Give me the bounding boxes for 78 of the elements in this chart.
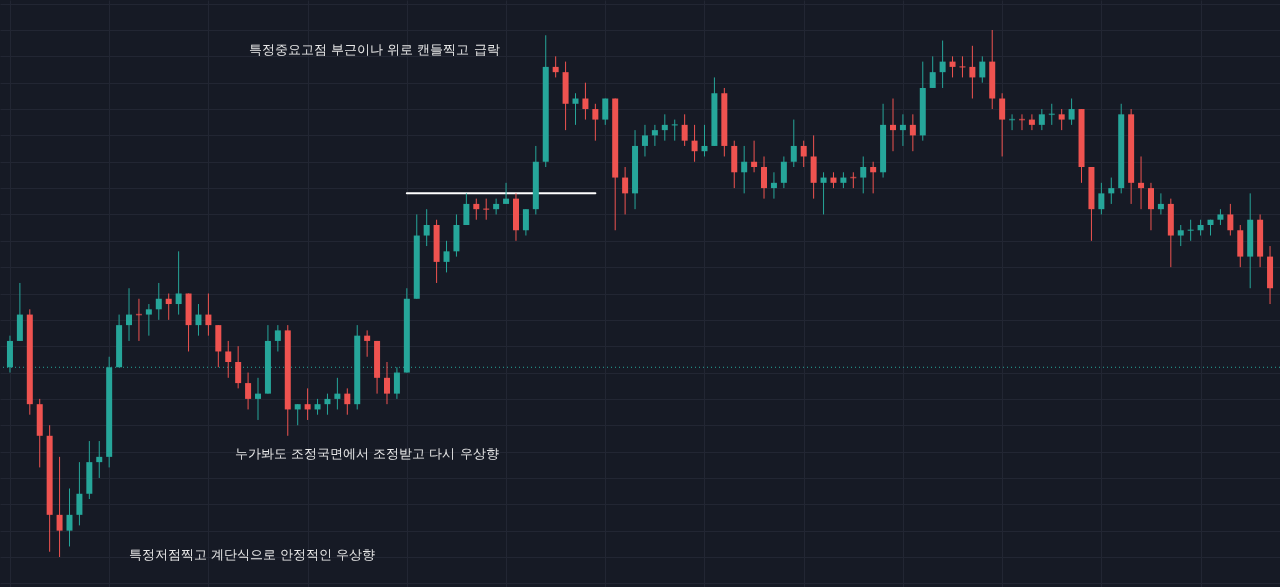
- candlestick: [592, 103, 599, 142]
- candlestick: [572, 92, 579, 126]
- candlestick: [205, 293, 212, 337]
- candlestick: [622, 166, 629, 215]
- candlestick: [751, 140, 758, 173]
- candlestick: [671, 119, 678, 142]
- candlestick: [155, 282, 162, 321]
- candlestick: [126, 287, 133, 342]
- candlestick: [522, 208, 529, 237]
- candlestick: [195, 303, 202, 337]
- candlestick: [701, 124, 708, 157]
- candlestick: [641, 124, 648, 157]
- candlestick: [383, 361, 390, 405]
- candlestick: [334, 377, 341, 410]
- candlestick: [661, 113, 668, 142]
- candlestick: [423, 208, 430, 247]
- candlestick: [1058, 108, 1065, 131]
- candlestick: [741, 145, 748, 194]
- candlestick: [770, 171, 777, 200]
- candlestick: [274, 324, 281, 352]
- candlestick: [909, 113, 916, 152]
- candlestick: [324, 393, 331, 416]
- candlestick: [691, 124, 698, 163]
- candlestick: [165, 293, 172, 321]
- candlestick: [870, 161, 877, 194]
- candlestick: [552, 55, 559, 78]
- candlestick: [780, 155, 787, 189]
- candlestick: [1098, 182, 1105, 215]
- candlestick: [364, 329, 371, 358]
- candlestick: [76, 461, 83, 526]
- candlestick: [66, 487, 73, 547]
- candlestick: [503, 182, 510, 205]
- annotation: 특정중요고점 부근이나 위로 캔들찍고 급락: [249, 42, 500, 57]
- candlestick: [860, 155, 867, 194]
- candlestick: [255, 377, 262, 421]
- candlestick: [602, 98, 609, 126]
- candlestick: [1068, 98, 1075, 126]
- candlestick: [999, 92, 1006, 157]
- candlestick: [1157, 192, 1164, 215]
- candlestick: [790, 119, 797, 168]
- annotation: 특정저점찍고 계단식으로 안정적인 우상향: [129, 547, 376, 562]
- candlestick: [245, 372, 252, 410]
- candlestick: [1038, 108, 1045, 131]
- candlestick: [294, 403, 301, 426]
- candlestick: [761, 155, 768, 200]
- candlestick: [1177, 224, 1184, 247]
- candlestick: [56, 456, 63, 558]
- candlestick: [225, 340, 232, 379]
- candlestick: [463, 192, 470, 226]
- candlestick: [969, 45, 976, 100]
- candlestick: [483, 198, 490, 221]
- candlestick: [493, 198, 500, 215]
- candlestick: [890, 98, 897, 152]
- candlestick: [820, 171, 827, 215]
- candlestick: [443, 240, 450, 273]
- annotation: 누가봐도 조정국면에서 조정받고 다시 우상향: [235, 446, 499, 461]
- candlestick: [949, 55, 956, 78]
- candlestick: [145, 303, 152, 337]
- candlestick: [96, 440, 103, 479]
- candlestick: [1138, 155, 1145, 210]
- candlestick: [800, 140, 807, 168]
- candlestick: [651, 124, 658, 147]
- candlestick: [959, 55, 966, 78]
- candlestick: [344, 387, 351, 416]
- candlestick: [979, 55, 986, 84]
- candlestick: [175, 250, 182, 316]
- candlestick: [473, 198, 480, 221]
- candlestick: [1227, 203, 1234, 237]
- candlestick: [1147, 182, 1154, 231]
- candlestick: [235, 345, 242, 389]
- candlestick: [899, 113, 906, 147]
- candlestick: [939, 40, 946, 89]
- candlestick: [1108, 177, 1115, 205]
- candlestick: [304, 387, 311, 421]
- candlestick: [681, 113, 688, 147]
- candlestick: [582, 82, 589, 121]
- candlestick: [929, 55, 936, 89]
- candlestick: [1028, 113, 1035, 131]
